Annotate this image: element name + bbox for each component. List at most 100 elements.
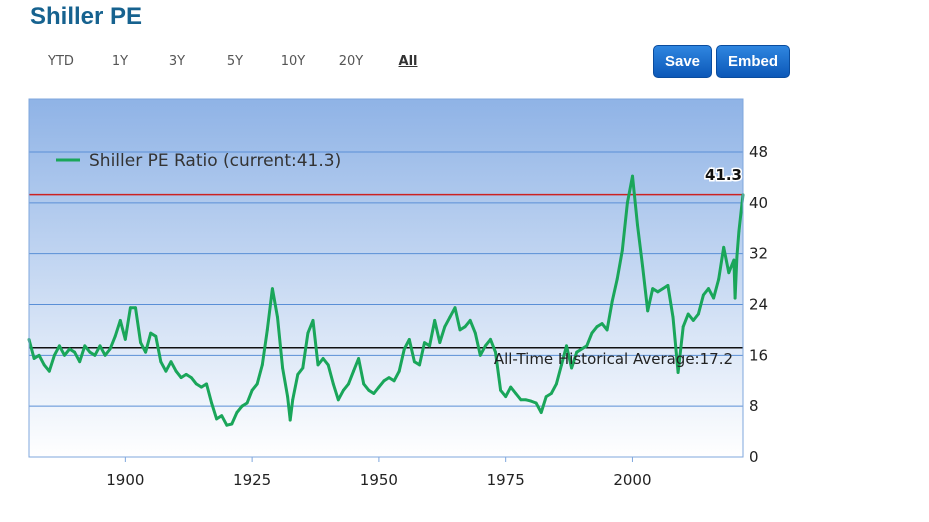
data-point xyxy=(448,315,452,319)
range-3y-button[interactable]: 3Y xyxy=(168,54,186,69)
data-point xyxy=(733,296,737,300)
data-point xyxy=(418,363,421,367)
data-point xyxy=(397,369,401,373)
data-point xyxy=(524,398,528,402)
data-point xyxy=(514,392,518,395)
data-point xyxy=(499,388,502,392)
data-point xyxy=(189,376,193,379)
data-point xyxy=(194,382,198,386)
data-point xyxy=(210,401,214,405)
data-point xyxy=(651,287,655,290)
data-point xyxy=(113,334,117,338)
data-point xyxy=(686,312,690,316)
y-tick-label: 16 xyxy=(749,346,768,364)
data-point xyxy=(707,287,710,290)
plot-frame xyxy=(28,98,744,458)
data-point xyxy=(428,344,431,348)
range-5y-button[interactable]: 5Y xyxy=(226,54,244,69)
data-point xyxy=(240,404,244,408)
data-point xyxy=(473,331,477,335)
data-point xyxy=(260,363,264,367)
data-point xyxy=(691,319,695,322)
data-point xyxy=(296,373,300,376)
data-point xyxy=(438,341,442,344)
data-point xyxy=(595,325,599,329)
data-point xyxy=(585,344,589,348)
data-point xyxy=(63,353,66,357)
range-selector: YTD 1Y 3Y 5Y 10Y 20Y All xyxy=(30,54,450,74)
data-point xyxy=(407,338,411,341)
data-point xyxy=(271,287,274,290)
data-point xyxy=(73,350,76,354)
data-point xyxy=(549,392,553,395)
data-point xyxy=(433,319,437,322)
data-point xyxy=(443,325,447,329)
data-point xyxy=(737,230,741,233)
data-point xyxy=(453,306,457,310)
data-point xyxy=(311,319,315,322)
range-1y-button[interactable]: 1Y xyxy=(111,54,129,69)
data-point xyxy=(631,174,634,178)
data-point xyxy=(717,277,721,281)
legend[interactable]: Shiller PE Ratio (current:41.3) xyxy=(56,151,341,171)
data-point xyxy=(681,325,685,329)
data-point xyxy=(286,395,289,398)
data-point xyxy=(265,328,269,332)
data-point xyxy=(362,382,366,386)
data-point xyxy=(372,392,376,395)
data-point xyxy=(539,411,543,414)
data-point xyxy=(118,319,122,322)
data-point xyxy=(245,401,249,405)
data-point xyxy=(250,388,254,392)
data-point xyxy=(174,369,178,373)
data-point xyxy=(347,382,350,386)
data-point xyxy=(560,363,563,367)
range-10y-button[interactable]: 10Y xyxy=(280,54,306,69)
embed-button[interactable]: Embed xyxy=(716,45,790,78)
data-point xyxy=(93,353,97,357)
save-button[interactable]: Save xyxy=(653,45,712,78)
x-tick-label: 1975 xyxy=(487,471,525,489)
data-point xyxy=(463,325,467,329)
y-tick-label: 32 xyxy=(749,245,768,263)
range-all-button[interactable]: All xyxy=(398,54,418,69)
legend-entry: Shiller PE Ratio (current:41.3) xyxy=(89,151,341,171)
data-point xyxy=(281,366,284,370)
range-ytd-button[interactable]: YTD xyxy=(48,54,74,69)
data-point xyxy=(103,353,107,357)
data-point xyxy=(544,395,548,398)
data-point xyxy=(169,360,173,364)
data-point xyxy=(615,277,619,281)
data-point xyxy=(357,357,360,360)
data-point xyxy=(727,271,731,275)
data-point xyxy=(144,350,148,354)
data-point xyxy=(676,371,680,374)
data-point xyxy=(570,366,573,370)
data-point xyxy=(154,334,158,338)
data-point xyxy=(184,373,188,376)
range-20y-button[interactable]: 20Y xyxy=(338,54,364,69)
data-point xyxy=(458,328,462,332)
y-tick-label: 48 xyxy=(749,143,768,161)
data-point xyxy=(68,347,71,351)
data-point xyxy=(722,245,726,249)
data-point xyxy=(382,379,386,383)
x-tick-label: 1925 xyxy=(233,471,271,489)
data-point xyxy=(392,379,396,383)
data-point xyxy=(656,290,660,294)
data-point xyxy=(83,344,87,348)
data-point xyxy=(661,287,665,290)
data-point xyxy=(468,319,472,322)
data-point xyxy=(509,385,513,389)
data-point xyxy=(423,341,426,344)
data-point xyxy=(671,315,675,319)
data-point xyxy=(646,309,650,313)
data-point xyxy=(42,363,46,367)
data-point xyxy=(301,366,305,370)
data-point xyxy=(697,312,700,316)
data-point xyxy=(164,369,168,373)
data-point xyxy=(504,395,508,398)
data-point xyxy=(78,360,82,364)
data-point xyxy=(555,382,558,386)
